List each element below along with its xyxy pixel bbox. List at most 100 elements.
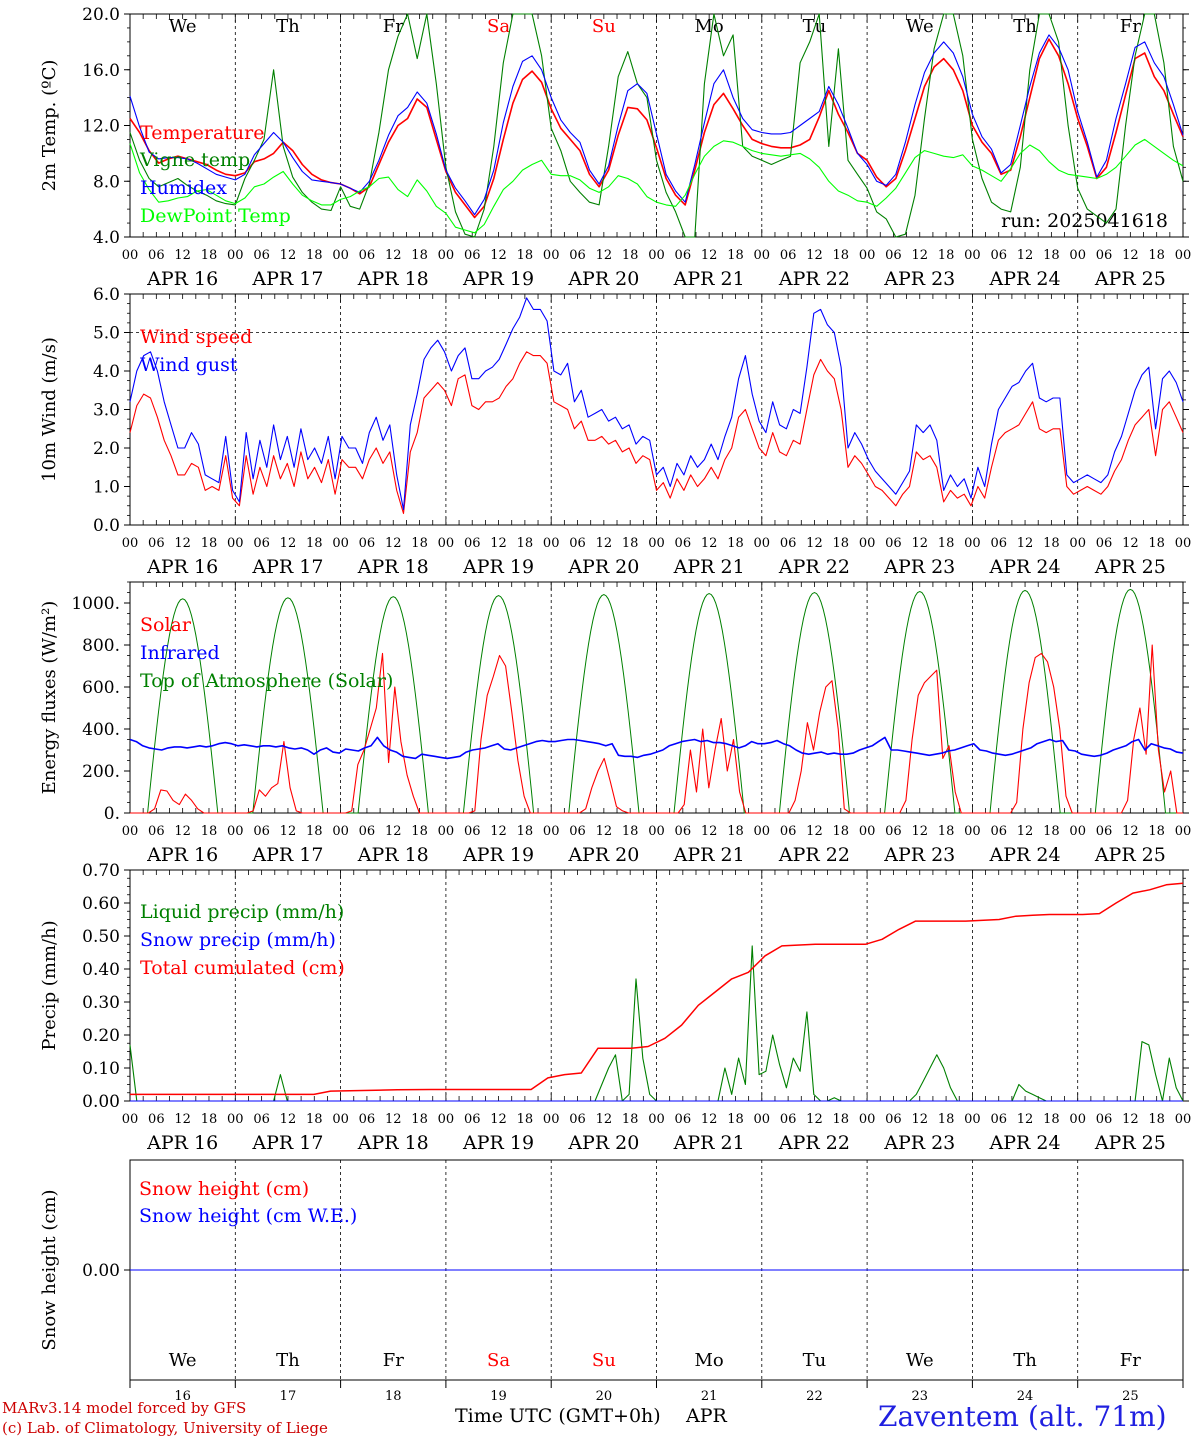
x-day-label: APR 17 [251,268,323,290]
x-hour-label: 12 [701,1112,718,1127]
x-hour-label: 06 [569,824,586,839]
x-hour-label: 18 [1043,824,1060,839]
x-hour-label: 18 [938,1112,955,1127]
x-hour-label: 00 [332,824,349,839]
legend-entry: Top of Atmosphere (Solar) [140,670,393,692]
x-day-label: APR 18 [357,844,429,866]
x-hour-label: 00 [227,1112,244,1127]
x-hour-label: 00 [964,824,981,839]
x-hour-label: 06 [885,824,902,839]
x-hour-label: 00 [122,1112,139,1127]
x-hour-label: 06 [253,1112,270,1127]
x-day-label: APR 17 [251,556,323,578]
series-dewpoint-temp [129,138,1184,234]
x-hour-label: 18 [727,536,744,551]
x-hour-label: 06 [675,824,692,839]
x-hour-label: 06 [569,1112,586,1127]
x-hour-label: 00 [438,1112,455,1127]
x-day-label: APR 23 [883,844,955,866]
x-hour-label: 12 [385,536,402,551]
x-hour-label: 06 [359,536,376,551]
x-hour-label: 00 [1175,1112,1192,1127]
x-hour-label: 12 [806,824,823,839]
x-hour-label: 00 [438,248,455,263]
y-tick-label: 1.0 [93,478,120,498]
x-hour-label: 18 [517,248,534,263]
y-tick-label: 0. [104,804,120,824]
x-day-label: APR 19 [462,844,534,866]
x-hour-label: 06 [1096,1112,1113,1127]
legend-entry: Total cumulated (cm) [140,957,345,979]
y-tick-label: 0.60 [82,894,120,914]
x-day-label: APR 20 [567,1132,639,1154]
x-hour-label: 06 [780,248,797,263]
x-hour-label: 00 [227,536,244,551]
x-hour-label: 00 [332,248,349,263]
x-hour-label: 12 [385,248,402,263]
day-number-label: 25 [1122,1389,1139,1404]
x-hour-label: 00 [859,248,876,263]
x-hour-label: 00 [648,1112,665,1127]
x-hour-label: 12 [174,824,191,839]
y-tick-label: 0.00 [82,1092,120,1112]
day-number-label: 19 [490,1389,507,1404]
x-hour-label: 06 [1096,824,1113,839]
x-hour-label: 06 [990,824,1007,839]
y-axis-label: Snow height (cm) [39,1189,60,1350]
run-annotation: run: 2025041618 [1001,210,1168,232]
x-hour-label: 18 [1043,248,1060,263]
x-day-label: APR 20 [567,556,639,578]
weekday-label: Sa [487,1350,510,1371]
x-hour-label: 06 [675,1112,692,1127]
x-hour-label: 00 [859,1112,876,1127]
series-wind-speed [129,351,1184,515]
panel-frame [129,13,1184,238]
y-tick-label: 8.0 [93,172,120,192]
x-hour-label: 18 [201,248,218,263]
x-day-label: APR 22 [778,1132,850,1154]
y-axis-label: 2m Temp. (ºC) [39,60,60,192]
x-hour-label: 00 [648,248,665,263]
x-day-label: APR 18 [357,268,429,290]
x-day-label: APR 18 [357,556,429,578]
x-hour-label: 00 [1175,824,1192,839]
weekday-label: Mo [695,1350,724,1371]
weekday-label: Su [592,1350,616,1371]
x-hour-label: 06 [569,248,586,263]
x-day-label: APR 24 [989,268,1061,290]
legend-entry: Liquid precip (mm/h) [140,901,344,923]
x-hour-label: 18 [1148,536,1165,551]
legend-entry: Snow height (cm W.E.) [139,1205,357,1227]
x-day-label: APR 19 [462,556,534,578]
weekday-label: Fr [383,1350,404,1371]
x-hour-label: 12 [174,1112,191,1127]
x-hour-label: 12 [596,248,613,263]
x-hour-label: 06 [148,536,165,551]
x-hour-label: 12 [1122,536,1139,551]
x-hour-label: 18 [517,536,534,551]
weekday-label: Th [276,1350,300,1371]
day-number-label: 17 [280,1389,297,1404]
x-day-label: APR 25 [1094,844,1166,866]
x-hour-label: 00 [754,536,771,551]
x-hour-label: 18 [727,824,744,839]
x-hour-label: 06 [885,536,902,551]
x-hour-label: 06 [1096,536,1113,551]
x-hour-label: 18 [938,248,955,263]
x-hour-label: 00 [1175,248,1192,263]
legend-entry: Solar [140,614,192,636]
x-hour-label: 12 [490,824,507,839]
y-tick-label: 0.00 [82,1261,120,1281]
y-tick-label: 0.20 [82,1026,120,1046]
y-tick-label: 0.0 [93,516,120,536]
y-tick-label: 200. [82,762,120,782]
x-hour-label: 18 [938,824,955,839]
y-tick-label: 20.0 [82,5,120,25]
station-label: Zaventem (alt. 71m) [878,1400,1167,1433]
x-hour-label: 12 [490,248,507,263]
legend-entry: Snow precip (mm/h) [140,929,336,951]
x-hour-label: 18 [1148,248,1165,263]
x-hour-label: 18 [833,536,850,551]
legend-entry: Vigne temp [139,149,250,171]
x-day-label: APR 25 [1094,268,1166,290]
